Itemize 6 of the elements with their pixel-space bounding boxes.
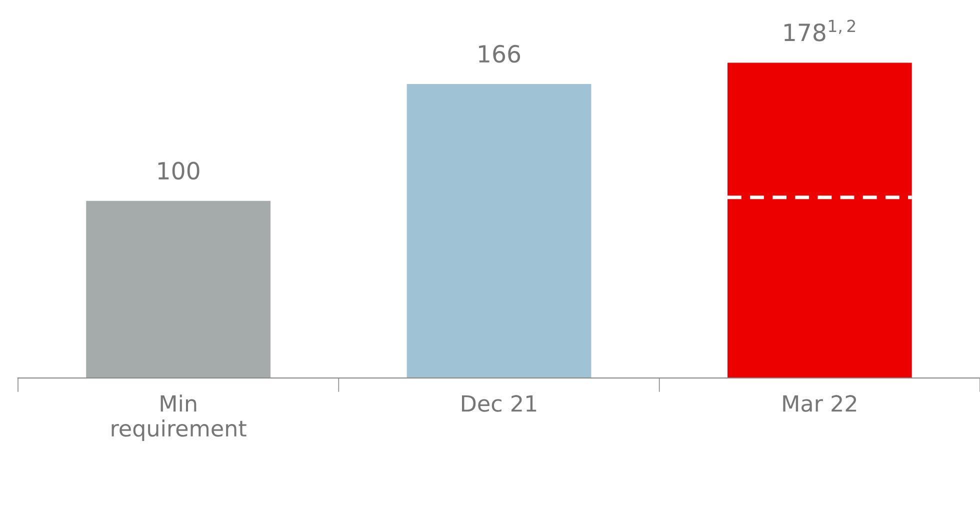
data-label: 100 [158, 162, 200, 180]
x-tick-label: Min requirement [112, 394, 246, 442]
data-label: 178$^{1,2}$ [784, 20, 856, 42]
data-label: 166 [479, 44, 520, 63]
x-tick-label: Mar 22 [783, 395, 856, 412]
x-tick-label: Dec 21 [462, 395, 536, 412]
